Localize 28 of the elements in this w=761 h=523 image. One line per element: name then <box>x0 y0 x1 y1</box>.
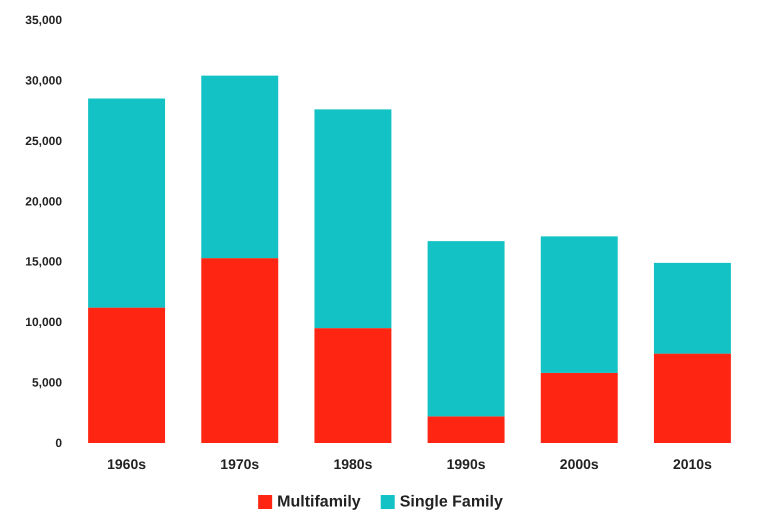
bar <box>88 308 166 443</box>
bar <box>540 236 618 373</box>
y-tick-label: 0 <box>55 436 62 450</box>
y-tick-label: 5,000 <box>32 376 62 390</box>
bar <box>654 354 731 443</box>
bar <box>201 258 278 443</box>
bar <box>314 328 392 443</box>
bar <box>428 416 505 443</box>
x-tick-label: 1990s <box>446 456 486 472</box>
y-tick-label: 20,000 <box>25 194 62 208</box>
x-tick-label: 1970s <box>220 456 260 472</box>
y-tick-label: 15,000 <box>25 254 62 269</box>
y-tick-label: 10,000 <box>25 315 62 330</box>
x-tick-label: 2010s <box>672 456 712 472</box>
x-tick-label: 1960s <box>107 456 146 472</box>
x-tick-label: 1980s <box>333 456 373 472</box>
bar <box>314 109 392 328</box>
y-tick-label: 30,000 <box>25 73 62 88</box>
bar <box>540 372 618 443</box>
y-tick-label: 35,000 <box>25 13 62 27</box>
bar <box>201 76 278 258</box>
x-tick-label: 2000s <box>560 456 599 472</box>
legend-label: Multifamily <box>277 494 361 510</box>
y-tick-label: 25,000 <box>25 134 62 148</box>
bar <box>654 262 731 354</box>
bar <box>88 98 166 308</box>
legend-label: Single Family <box>400 494 503 510</box>
bar <box>428 241 505 416</box>
